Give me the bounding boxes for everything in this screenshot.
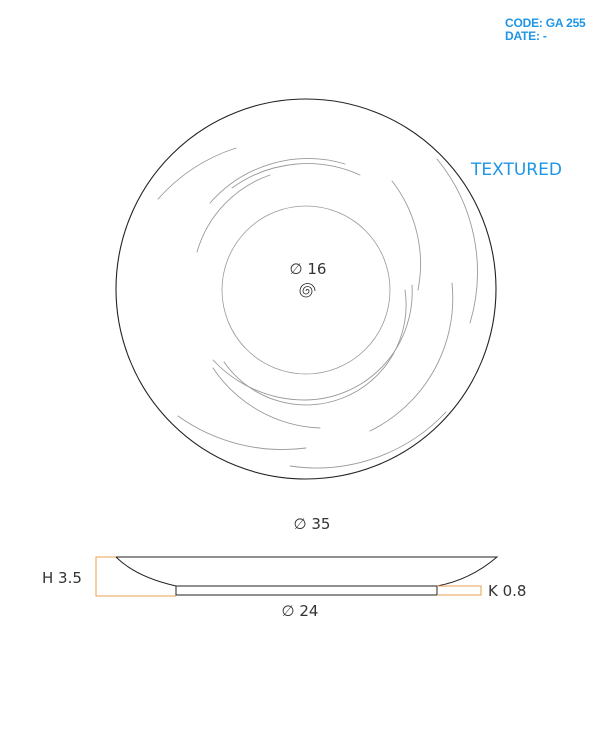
height-dimension-bracket bbox=[95, 556, 176, 597]
side-view: ∅ 35 H 3.5 K 0.8 ∅ 24 bbox=[42, 515, 526, 620]
height-label: H 3.5 bbox=[42, 569, 82, 587]
texture-arc bbox=[157, 147, 237, 200]
product-code: CODE: GA 255 bbox=[505, 16, 586, 30]
texture-arc bbox=[305, 284, 413, 401]
spiral-icon bbox=[299, 283, 316, 298]
texture-strokes bbox=[157, 147, 478, 469]
texture-arc bbox=[212, 359, 307, 401]
dimension-lines bbox=[95, 556, 482, 597]
finish-label: TEXTURED bbox=[470, 160, 562, 180]
plate-outer-rim bbox=[115, 98, 497, 480]
drawing-date: DATE: - bbox=[505, 29, 547, 43]
texture-arc bbox=[196, 174, 271, 253]
plate-inner-well bbox=[221, 205, 391, 375]
foot-dimension-bracket bbox=[437, 585, 482, 596]
texture-arc bbox=[177, 415, 307, 450]
drawing-meta: CODE: GA 255 DATE: - bbox=[505, 17, 586, 43]
texture-arc bbox=[223, 289, 407, 406]
texture-arc bbox=[231, 163, 361, 189]
plate-foot bbox=[175, 585, 438, 596]
top-view: ∅ 16 TEXTURED bbox=[115, 98, 562, 480]
base-diameter-label: ∅ 24 bbox=[282, 602, 319, 620]
foot-height-label: K 0.8 bbox=[488, 582, 526, 600]
texture-arc bbox=[391, 180, 421, 291]
texture-arc bbox=[369, 282, 454, 432]
inner-diameter-label: ∅ 16 bbox=[290, 260, 327, 278]
texture-arc bbox=[436, 158, 478, 324]
outer-diameter-label: ∅ 35 bbox=[294, 515, 331, 533]
texture-arc bbox=[289, 411, 447, 469]
plate-profile bbox=[114, 556, 499, 587]
texture-arc bbox=[209, 158, 346, 204]
texture-arc bbox=[212, 367, 321, 429]
